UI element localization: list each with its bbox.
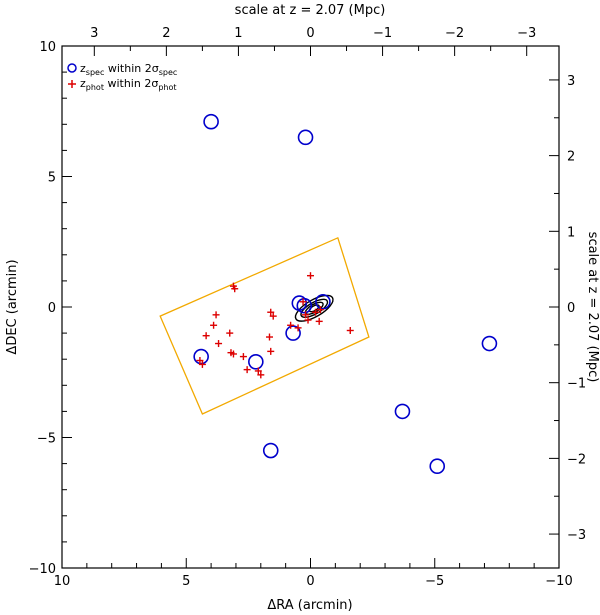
phot-point (229, 350, 237, 358)
spec-point (193, 348, 209, 365)
phot-point (198, 360, 206, 368)
x-axis-title: ΔRA (arcmin) (267, 598, 352, 613)
phot-point (267, 347, 275, 355)
y-tick-label: −10 (29, 562, 56, 577)
mpc-tick-label-right: 2 (567, 150, 575, 165)
phot-point (196, 357, 204, 365)
y-tick-label: 10 (39, 40, 56, 55)
legend-plus-marker (68, 80, 76, 88)
phot-point (307, 272, 314, 280)
spec-point (429, 458, 446, 475)
phot-point (215, 340, 223, 348)
spec-point (203, 113, 219, 130)
legend-spec-label: zspec within 2σspec (80, 62, 177, 77)
spec-point (285, 325, 301, 341)
phot-point (269, 312, 277, 320)
spec-point (481, 335, 498, 352)
legend-circle-marker (67, 63, 77, 73)
phot-point (243, 366, 251, 374)
mpc-tick-label-top: 3 (90, 26, 98, 41)
phot-point (287, 321, 295, 329)
phot-point (210, 321, 218, 329)
phot-point (316, 306, 324, 314)
x-tick-label: 5 (182, 574, 190, 589)
mpc-tick-label-right: 3 (567, 74, 575, 89)
phot-point (254, 367, 262, 375)
phot-point (346, 326, 354, 334)
mpc-tick-label-right: 1 (567, 225, 575, 240)
x-tick-label: −10 (545, 574, 572, 589)
y-tick-label: −5 (37, 432, 56, 447)
mpc-tick-label-top: −2 (445, 26, 464, 41)
phot-point (226, 329, 234, 337)
mpc-tick-label-top: −3 (517, 26, 536, 41)
phot-point (304, 316, 312, 324)
phot-point (315, 317, 323, 325)
survey-footprint-layer (159, 236, 370, 415)
phot-point (212, 311, 220, 319)
phot-point (311, 308, 319, 316)
mpc-tick-label-right: −1 (567, 377, 586, 392)
phot-point (294, 324, 302, 332)
phot-point (267, 308, 275, 316)
y-tick-label: 5 (48, 171, 56, 186)
mpc-tick-label-right: −3 (567, 528, 586, 543)
spec-point (297, 129, 314, 146)
x-tick-label: 0 (306, 574, 314, 589)
data-points-layer (193, 113, 498, 475)
phot-point (239, 353, 247, 361)
x-tick-label: 10 (54, 574, 71, 589)
spec-point (248, 354, 264, 370)
legend-phot-label: zphot within 2σphot (80, 77, 177, 92)
spec-point (296, 297, 313, 314)
y-axis-title: ΔDEC (arcmin) (5, 259, 20, 354)
survey-footprint (159, 236, 370, 415)
right-axis-title: scale at z = 2.07 (Mpc) (585, 232, 600, 383)
mpc-tick-label-right: −2 (567, 452, 586, 467)
y-tick-label: 0 (48, 301, 56, 316)
phot-point (231, 285, 239, 293)
phot-point (257, 371, 265, 379)
phot-point (202, 332, 210, 340)
phot-point (265, 333, 273, 341)
mpc-tick-label-top: 1 (234, 26, 242, 41)
phot-point (299, 298, 307, 306)
mpc-tick-label-right: 0 (567, 301, 575, 316)
spec-point (262, 442, 279, 459)
phot-point (302, 311, 310, 319)
x-tick-label: −5 (425, 574, 444, 589)
mpc-tick-label-top: −1 (373, 26, 392, 41)
legend: zspec within 2σspec zphot within 2σphot (67, 62, 177, 92)
spec-point (315, 293, 331, 310)
mpc-tick-label-top: 2 (162, 26, 170, 41)
spec-point (394, 403, 411, 420)
mpc-tick-label-top: 0 (306, 26, 314, 41)
top-axis-title: scale at z = 2.07 (Mpc) (235, 3, 386, 18)
